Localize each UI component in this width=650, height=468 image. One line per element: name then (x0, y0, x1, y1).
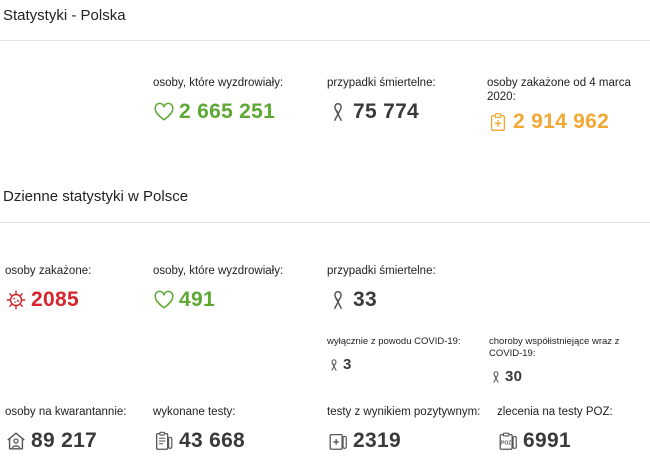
stat-quarantine: osoby na kwarantannie: 89 217 (5, 405, 126, 453)
stat-value: 491 (179, 288, 215, 311)
stat-label: osoby, które wyzdrowiały: (153, 265, 284, 277)
stat-label: osoby zakażone od 4 marca 2020: (487, 77, 631, 103)
stat-value: 30 (505, 368, 523, 385)
stat-poz-orders: zlecenia na testy POZ: POZ 6991 (497, 405, 613, 453)
stat-tests: wykonane testy: 43 668 (153, 405, 245, 453)
heart-icon (153, 289, 175, 311)
stat-daily-deaths: przypadki śmiertelne: 33 (327, 264, 436, 312)
stat-label: przypadki śmiertelne: (327, 265, 436, 277)
stat-label: choroby współistniejące wraz z COVID-19: (489, 336, 620, 359)
heart-icon (153, 101, 175, 123)
stat-value: 6991 (523, 429, 571, 452)
section-title-poland: Statystyki - Polska (3, 7, 126, 24)
divider (0, 40, 650, 41)
stat-total-recovered: osoby, które wyzdrowiały: 2 665 251 (153, 76, 283, 124)
stat-value: 2 665 251 (179, 100, 276, 123)
house-person-icon (5, 430, 27, 452)
section-title-daily: Dzienne statystyki w Polsce (3, 188, 189, 205)
stat-label: osoby, które wyzdrowiały: (153, 77, 284, 89)
stat-label: zlecenia na testy POZ: (497, 406, 613, 418)
stat-value: 89 217 (31, 429, 98, 452)
stat-value: 2319 (353, 429, 401, 452)
stat-label: wyłącznie z powodu COVID-19: (327, 336, 461, 347)
stat-total-deaths: przypadki śmiertelne: 75 774 (327, 76, 436, 124)
test-clipboard-icon (153, 430, 175, 452)
stat-total-infected: osoby zakażone od 4 marca 2020: 2 914 96… (487, 76, 637, 134)
stat-value: 75 774 (353, 100, 420, 123)
clipboard-medical-icon (487, 111, 509, 133)
stat-label: testy z wynikiem pozytywnym: (327, 406, 481, 418)
stat-value: 3 (343, 356, 352, 373)
stat-positive-tests: testy z wynikiem pozytywnym: 2319 (327, 405, 480, 453)
ribbon-icon (489, 370, 503, 384)
ribbon-icon (327, 289, 349, 311)
stat-deaths-comorbid: choroby współistniejące wraz z COVID-19:… (489, 336, 644, 385)
svg-text:POZ: POZ (501, 441, 511, 447)
ribbon-icon (327, 358, 341, 372)
stat-label: wykonane testy: (153, 406, 236, 418)
poz-test-icon: POZ (497, 430, 519, 452)
stat-value: 2 914 962 (513, 110, 610, 133)
stat-label: przypadki śmiertelne: (327, 77, 436, 89)
virus-icon (5, 289, 27, 311)
stat-value: 33 (353, 288, 377, 311)
positive-test-icon (327, 430, 349, 452)
divider (0, 222, 650, 223)
stat-value: 43 668 (179, 429, 246, 452)
stat-label: osoby zakażone: (5, 265, 92, 277)
stat-value: 2085 (31, 288, 79, 311)
stat-label: osoby na kwarantannie: (5, 406, 127, 418)
ribbon-icon (327, 101, 349, 123)
stat-daily-infected: osoby zakażone: 2085 (5, 264, 91, 312)
stat-daily-recovered: osoby, które wyzdrowiały: 491 (153, 264, 283, 312)
stat-deaths-covid-only: wyłącznie z powodu COVID-19: 3 (327, 336, 461, 373)
